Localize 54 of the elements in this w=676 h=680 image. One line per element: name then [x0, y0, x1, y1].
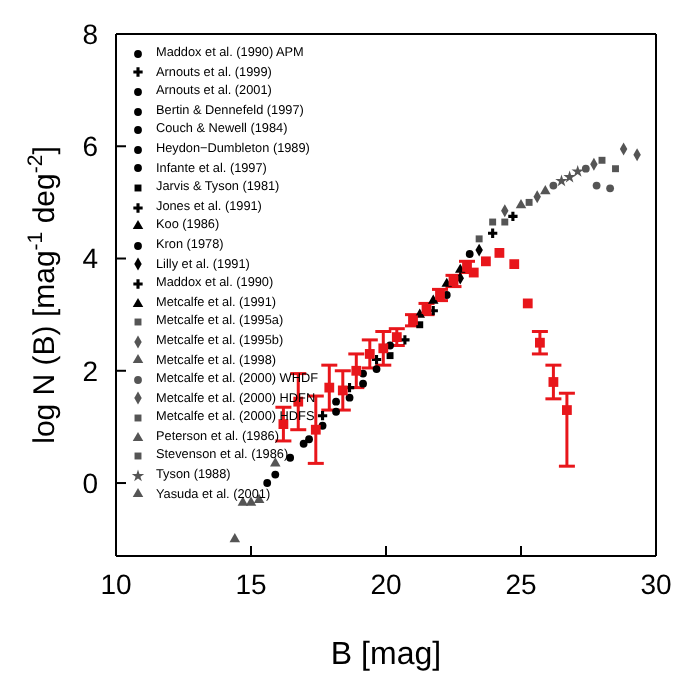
point — [494, 248, 505, 258]
point — [324, 382, 335, 393]
point — [468, 267, 479, 278]
x-tick-label: 15 — [235, 567, 267, 600]
point — [364, 349, 375, 359]
point — [299, 439, 308, 448]
point — [263, 479, 272, 487]
point — [386, 352, 394, 360]
point — [345, 393, 354, 402]
x-tick-label: 20 — [370, 567, 402, 600]
point — [400, 335, 410, 345]
y-tick-label: 2 — [82, 354, 99, 387]
point — [310, 424, 321, 435]
point — [540, 185, 551, 195]
point — [515, 199, 527, 209]
point — [332, 407, 340, 416]
point — [612, 165, 619, 173]
x-tick-label: 25 — [505, 567, 537, 600]
x-tick-label: 10 — [100, 567, 132, 600]
point — [481, 256, 491, 267]
y-tick-label: 8 — [82, 17, 99, 50]
point — [522, 298, 533, 309]
point — [305, 435, 313, 444]
point — [562, 405, 572, 415]
point — [592, 181, 601, 190]
point — [337, 385, 348, 396]
point — [563, 170, 576, 183]
y-tick-label: 0 — [82, 466, 99, 499]
point — [317, 411, 328, 421]
point — [372, 365, 381, 373]
y-tick-label: 6 — [82, 130, 99, 163]
x-axis-title: B [mag] — [330, 638, 442, 672]
y-tick-label: 4 — [82, 242, 99, 275]
point — [549, 181, 558, 190]
point — [271, 470, 280, 479]
point — [332, 397, 340, 406]
point — [606, 184, 615, 193]
point — [548, 377, 559, 387]
point — [571, 164, 584, 177]
point — [359, 379, 367, 388]
point — [509, 259, 520, 270]
x-tick-label: 30 — [640, 567, 672, 600]
point — [475, 235, 483, 243]
point — [378, 343, 389, 354]
point — [555, 174, 568, 187]
point — [465, 250, 474, 258]
point — [427, 294, 439, 304]
point — [351, 365, 362, 376]
point — [535, 337, 545, 348]
point — [525, 198, 533, 206]
point — [229, 533, 241, 543]
point — [581, 164, 590, 173]
point — [488, 228, 498, 238]
point — [508, 211, 518, 222]
